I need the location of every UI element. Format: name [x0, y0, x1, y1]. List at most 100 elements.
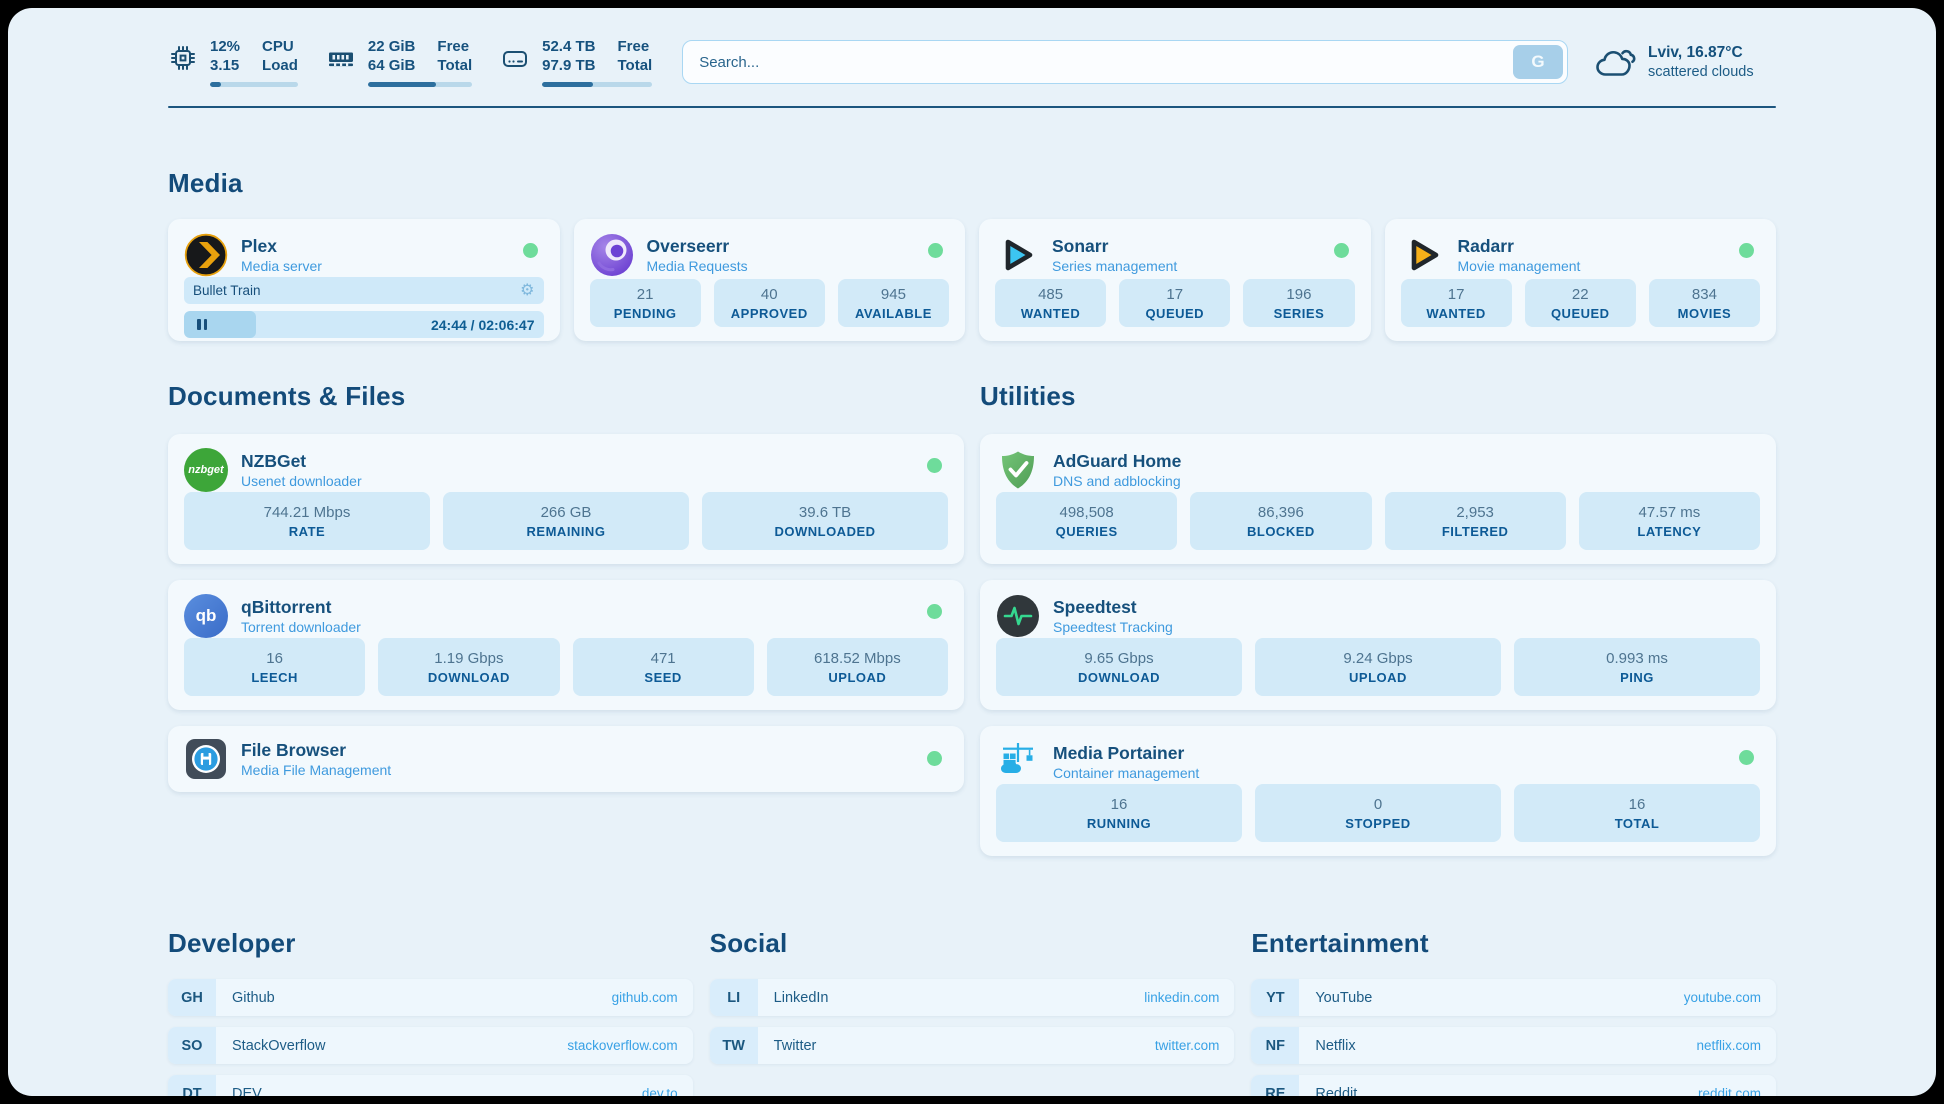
stat-label: WANTED [1020, 305, 1081, 321]
app-card-filebrowser[interactable]: File Browser Media File Management [168, 726, 964, 792]
stat-tile: 17 WANTED [1400, 279, 1512, 327]
stat-label: DOWNLOADED [774, 523, 876, 539]
stat-tile: 744.21 Mbps RATE [184, 492, 430, 550]
playback-progress-fill [184, 311, 256, 338]
settings-icon[interactable]: ⚙ [520, 281, 535, 299]
qbittorrent-icon: qb [184, 594, 228, 638]
status-dot [927, 604, 942, 619]
adguard-icon [996, 448, 1040, 492]
stat-label: TOTAL [1614, 815, 1660, 831]
ram-icon [328, 52, 353, 67]
link-row-github[interactable]: GH Github github.com [168, 979, 693, 1016]
stat-value: 16 [1628, 795, 1646, 813]
app-name: Speedtest [1053, 597, 1137, 617]
link-abbr: LI [709, 979, 758, 1016]
app-card-plex[interactable]: Plex Media server Bullet Train ⚙ 24:44 /… [168, 219, 560, 341]
app-card-overseerr[interactable]: Overseerr Media Requests 21 PENDING 40 APP… [573, 219, 965, 341]
stat-tile: 1.19 Gbps DOWNLOAD [378, 638, 560, 696]
app-card-adguard[interactable]: AdGuard Home DNS and adblocking 498,508 Q… [980, 434, 1776, 564]
search-engine-button[interactable]: G [1513, 45, 1563, 79]
link-row-stackoverflow[interactable]: SO StackOverflow stackoverflow.com [168, 1027, 693, 1064]
app-card-radarr[interactable]: Radarr Movie management 17 WANTED 22 QUEUE… [1384, 219, 1776, 341]
stat-tile: 16 RUNNING [996, 784, 1242, 842]
stat-label: LATENCY [1637, 523, 1702, 539]
status-dot [1333, 243, 1349, 258]
disk-progressbar [542, 82, 653, 87]
stat-label: PENDING [613, 305, 677, 321]
app-card-sonarr[interactable]: Sonarr Series management 485 WANTED 17 QUE… [979, 219, 1371, 341]
link-url: youtube.com [1683, 990, 1762, 1005]
stat-value: 16 [1110, 795, 1128, 813]
stat-value: 744.21 Mbps [263, 503, 351, 521]
stat-value: 618.52 Mbps [814, 649, 901, 667]
link-name: Reddit [1315, 1085, 1358, 1097]
stat-label: SEED [644, 669, 682, 685]
disk-icon [503, 51, 528, 67]
stat-value: 47.57 ms [1638, 503, 1701, 521]
stat-tile: 47.57 ms LATENCY [1578, 492, 1760, 550]
app-name: qBittorrent [241, 597, 332, 617]
app-subtitle: DNS and adblocking [1053, 473, 1181, 489]
link-url: netflix.com [1696, 1038, 1762, 1053]
app-subtitle: Series management [1052, 258, 1178, 274]
link-row-netflix[interactable]: NF Netflix netflix.com [1251, 1027, 1777, 1064]
link-url: linkedin.com [1144, 990, 1220, 1005]
link-row-twitter[interactable]: TW Twitter twitter.com [709, 1027, 1235, 1064]
app-name: Radarr [1457, 236, 1514, 256]
stat-label: RATE [288, 523, 326, 539]
app-name: AdGuard Home [1053, 451, 1182, 471]
disk-total-label: Total [617, 57, 653, 74]
stat-tile: 17 QUEUED [1119, 279, 1231, 327]
status-dot [927, 458, 942, 473]
stat-tile: 21 PENDING [589, 279, 701, 327]
memory-free-value: 22 GiB [367, 38, 416, 55]
app-subtitle: Torrent downloader [241, 619, 361, 635]
stat-tile: 9.65 Gbps DOWNLOAD [996, 638, 1242, 696]
app-card-nzbget[interactable]: nzbget NZBGet Usenet downloader 744.21 M… [168, 434, 964, 564]
app-name: Plex [241, 236, 277, 256]
app-subtitle: Container management [1053, 765, 1200, 781]
app-card-speedtest[interactable]: Speedtest Speedtest Tracking 9.65 Gbps DO… [980, 580, 1776, 710]
disk-free-label: Free [617, 38, 650, 55]
stat-value: 17 [1166, 285, 1184, 303]
stat-label: QUERIES [1055, 523, 1118, 539]
link-url: github.com [611, 990, 678, 1005]
app-card-portainer[interactable]: Media Portainer Container management 16 R… [980, 726, 1776, 856]
search-bar: G [682, 40, 1568, 84]
cpu-progressbar [210, 82, 298, 87]
link-row-youtube[interactable]: YT YouTube youtube.com [1251, 979, 1777, 1016]
stat-label: QUEUED [1145, 305, 1205, 321]
now-playing-title: Bullet Train [193, 283, 261, 298]
stat-tile: 40 APPROVED [713, 279, 825, 327]
system-metrics: 12% 3.15 CPU Load [168, 37, 653, 87]
section-title-utilities: Utilities [980, 381, 1076, 411]
app-card-qbittorrent[interactable]: qb qBittorrent Torrent downloader 16 LEEC… [168, 580, 964, 710]
stat-value: 22 [1571, 285, 1589, 303]
stat-value: 498,508 [1059, 503, 1114, 521]
stat-label: UPLOAD [828, 669, 887, 685]
link-name: LinkedIn [773, 989, 829, 1006]
stat-label: REMAINING [526, 523, 606, 539]
pause-icon[interactable] [197, 319, 207, 330]
link-url: twitter.com [1154, 1038, 1220, 1053]
stat-value: 16 [266, 649, 283, 667]
playback-time: 24:44 / 02:06:47 [430, 316, 535, 333]
search-input[interactable] [683, 41, 1567, 83]
playback-progressbar[interactable]: 24:44 / 02:06:47 [184, 311, 544, 338]
now-playing-row: Bullet Train ⚙ [184, 277, 544, 304]
link-row-dev[interactable]: DT DEV dev.to [168, 1075, 693, 1096]
app-subtitle: Usenet downloader [241, 473, 362, 489]
link-url: stackoverflow.com [567, 1038, 678, 1053]
stat-tile: 0.993 ms PING [1514, 638, 1760, 696]
disk-free-value: 52.4 TB [542, 38, 596, 55]
cpu-load-label: Load [262, 57, 298, 74]
link-abbr: NF [1251, 1027, 1300, 1064]
link-abbr: YT [1251, 979, 1300, 1016]
section-title-developer: Developer [168, 928, 296, 958]
link-row-reddit[interactable]: RE Reddit reddit.com [1251, 1075, 1777, 1097]
stat-tile: 834 MOVIES [1648, 279, 1761, 327]
stat-label: UPLOAD [1349, 669, 1407, 685]
stat-value: 834 [1691, 285, 1717, 303]
memory-total-value: 64 GiB [367, 57, 416, 74]
link-row-linkedin[interactable]: LI LinkedIn linkedin.com [709, 979, 1235, 1016]
